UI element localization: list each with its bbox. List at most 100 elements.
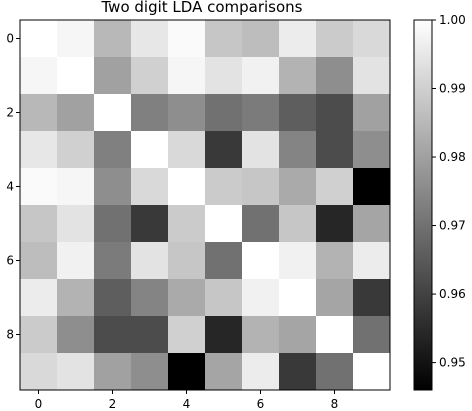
heatmap-cell-4-8 [316,168,354,206]
heatmap-cell-3-3 [131,131,169,169]
heatmap-cell-4-5 [205,168,243,206]
heatmap-cell-1-0 [20,57,58,95]
heatmap-cell-8-1 [57,316,95,354]
heatmap-cell-5-8 [316,205,354,243]
heatmap-cell-5-6 [242,205,280,243]
heatmap-cell-9-5 [205,353,243,391]
colorbar-axis: 1.00 0.99 0.98 0.97 0.96 0.95 [432,13,466,370]
heatmap-cell-8-0 [20,316,58,354]
heatmap-cell-9-4 [168,353,206,391]
colorbar-frame [413,19,433,391]
heatmap-cell-8-6 [242,316,280,354]
heatmap-cell-6-4 [168,242,206,280]
x-tick-label-0: 0 [35,397,43,411]
heatmap-cell-4-7 [279,168,317,206]
heatmap-cell-2-3 [131,94,169,132]
heatmap-cell-5-2 [94,205,132,243]
heatmap-cell-7-2 [94,279,132,317]
heatmap-cell-8-9 [353,316,391,354]
y-tick-label-0: 0 [6,32,14,46]
heatmap-cell-1-3 [131,57,169,95]
heatmap-cell-5-3 [131,205,169,243]
heatmap-cell-2-4 [168,94,206,132]
heatmap-cell-5-4 [168,205,206,243]
heatmap-cell-3-7 [279,131,317,169]
heatmap-cell-2-8 [316,94,354,132]
heatmap-cell-4-3 [131,168,169,206]
y-axis: 0 2 4 6 8 [6,32,20,342]
heatmap-cell-8-2 [94,316,132,354]
heatmap-cell-7-9 [353,279,391,317]
heatmap-cell-1-1 [57,57,95,95]
heatmap-cell-5-0 [20,205,58,243]
heatmap-cell-8-4 [168,316,206,354]
heatmap-cell-1-4 [168,57,206,95]
heatmap-cell-9-2 [94,353,132,391]
heatmap-cell-3-5 [205,131,243,169]
heatmap-cell-0-0 [20,20,58,58]
colorbar-tick-label-0: 1.00 [439,13,466,27]
heatmap-cell-3-9 [353,131,391,169]
heatmap-cell-6-3 [131,242,169,280]
heatmap-cell-2-6 [242,94,280,132]
heatmap-cell-2-5 [205,94,243,132]
heatmap-cell-9-8 [316,353,354,391]
heatmap-cell-2-9 [353,94,391,132]
heatmap-cell-7-7 [279,279,317,317]
heatmap-cell-1-6 [242,57,280,95]
heatmap-cell-7-5 [205,279,243,317]
heatmap-cell-9-1 [57,353,95,391]
heatmap-cell-9-6 [242,353,280,391]
heatmap-cell-1-5 [205,57,243,95]
heatmap-cell-6-0 [20,242,58,280]
heatmap-cell-4-0 [20,168,58,206]
x-axis: 0 2 4 6 8 [35,390,338,411]
heatmap-cell-3-2 [94,131,132,169]
y-tick-label-3: 6 [6,254,14,268]
heatmap-cell-5-1 [57,205,95,243]
y-tick-label-1: 2 [6,106,14,120]
y-tick-label-2: 4 [6,180,14,194]
heatmap-cell-9-3 [131,353,169,391]
colorbar-tick-label-2: 0.98 [439,150,466,164]
heatmap-cell-1-7 [279,57,317,95]
heatmap-cell-2-2 [94,94,132,132]
heatmap-cell-4-2 [94,168,132,206]
heatmap-cell-9-0 [20,353,58,391]
heatmap-cell-5-7 [279,205,317,243]
heatmap-cell-7-6 [242,279,280,317]
heatmap-cell-5-9 [353,205,391,243]
y-tick-label-4: 8 [6,328,14,342]
heatmap-cell-0-5 [205,20,243,58]
x-tick-label-2: 4 [183,397,191,411]
heatmap-cell-0-1 [57,20,95,58]
heatmap-cell-0-9 [353,20,391,58]
heatmap-cell-3-8 [316,131,354,169]
colorbar-tick-label-1: 0.99 [439,82,466,96]
chart-title: Two digit LDA comparisons [101,0,303,16]
heatmap-cell-7-0 [20,279,58,317]
heatmap-cell-7-4 [168,279,206,317]
heatmap-cell-0-3 [131,20,169,58]
heatmap-cell-3-1 [57,131,95,169]
heatmap-cell-8-3 [131,316,169,354]
heatmap-cell-9-7 [279,353,317,391]
heatmap-cell-7-3 [131,279,169,317]
colorbar-tick-label-5: 0.95 [439,356,466,370]
heatmap-cell-1-2 [94,57,132,95]
colorbar-gradient [414,20,432,390]
heatmap-cell-6-8 [316,242,354,280]
heatmap-cell-8-8 [316,316,354,354]
heatmap-cell-3-0 [20,131,58,169]
heatmap-cell-6-1 [57,242,95,280]
heatmap-cell-1-8 [316,57,354,95]
x-tick-label-1: 2 [109,397,117,411]
colorbar-tick-label-3: 0.97 [439,219,466,233]
heatmap-cell-0-7 [279,20,317,58]
heatmap-cell-7-1 [57,279,95,317]
heatmap-cell-6-7 [279,242,317,280]
heatmap-cell-3-4 [168,131,206,169]
heatmap-cell-1-9 [353,57,391,95]
heatmap-cell-2-7 [279,94,317,132]
heatmap-cell-4-9 [353,168,391,206]
